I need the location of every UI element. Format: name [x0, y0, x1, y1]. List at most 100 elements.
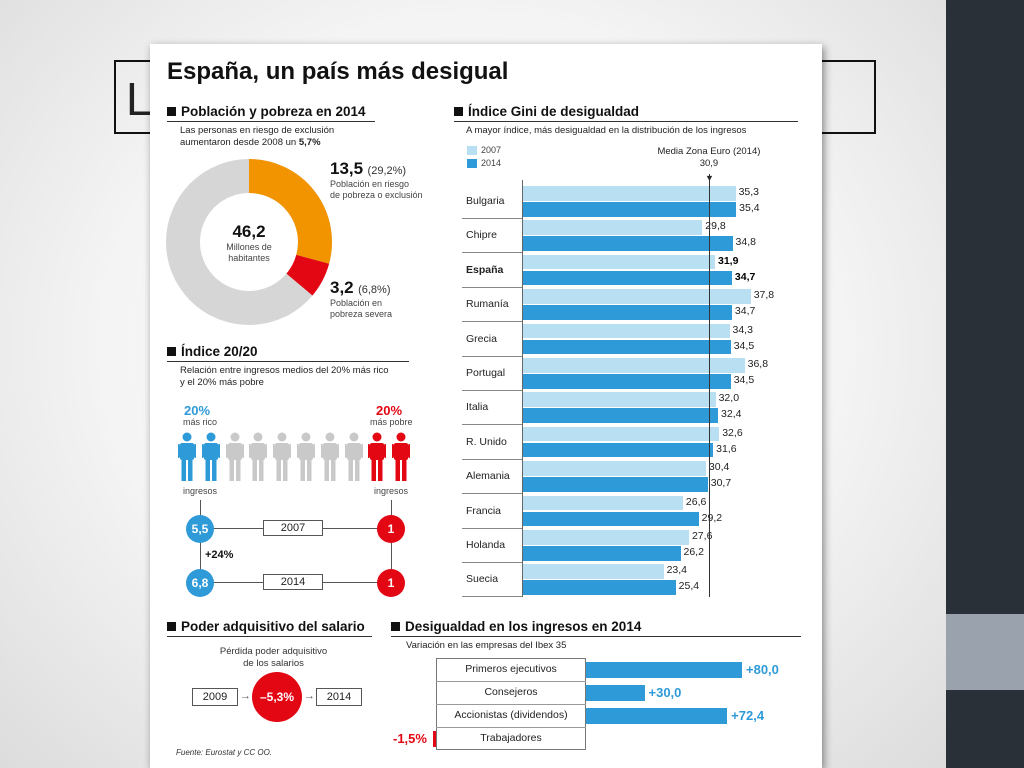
gini-value-label: 32,0 [718, 392, 740, 405]
gini-category-label: R. Unido [466, 435, 507, 448]
gini-bar-2014 [522, 442, 714, 458]
gini-category-label: España [466, 263, 504, 276]
poblacion-heading-rule [167, 121, 375, 122]
ingresos-bar [586, 685, 645, 701]
rich-pct: 20% [184, 403, 211, 418]
ingresos-subtitle: Variación en las empresas del Ibex 35 [406, 640, 567, 651]
poder-year-to: 2014 [316, 688, 362, 706]
source-note: Fuente: Eurostat y CC OO. [176, 748, 273, 757]
year-2007-pill: 2007 [263, 520, 323, 536]
severe-label-1: Población en [330, 298, 383, 308]
ingresos-category-label: Consejeros [484, 686, 538, 698]
gini-value-label: 29,8 [705, 220, 726, 233]
legend-2014-swatch [467, 159, 477, 168]
gini-bar-2007 [522, 254, 715, 270]
severe-pct: (6,8%) [358, 284, 391, 296]
risk-label-1: Población en riesgo [330, 179, 410, 189]
person-icon [249, 432, 268, 481]
risk-value: 13,5 [330, 159, 364, 178]
connector [391, 540, 392, 570]
gini-value-label: 26,6 [685, 495, 707, 508]
poder-label: Pérdida poder adquisitivo de los salario… [219, 646, 328, 669]
gini-row-separator [462, 561, 522, 563]
gini-row-separator [462, 493, 522, 495]
ingresos-row-separator [436, 681, 586, 682]
rich-2007-circle: 5,5 [186, 515, 214, 543]
person-icon [320, 432, 339, 481]
people-row [178, 432, 418, 484]
gini-bar-2014 [522, 477, 708, 492]
ingresos-category-label: Accionistas (dividendos) [454, 709, 568, 721]
gini-bar-2007 [522, 358, 745, 373]
risk-label-2: de pobreza o exclusión [330, 190, 423, 200]
ingresos-bar [586, 708, 728, 724]
gini-category-label: Francia [466, 504, 502, 517]
poor-2007-circle: 1 [377, 515, 405, 543]
gini-chart: Bulgaria 35,3 35,4 Chipre 29,8 34,8 España 31,9… [454, 174, 814, 604]
gini-row-separator [462, 321, 522, 323]
gini-row-separator [462, 596, 522, 598]
gini-value-label: 34,5 [733, 339, 755, 352]
gini-bar-2014 [522, 339, 731, 355]
ingresos-row-separator [436, 727, 586, 728]
gini-bar-2014 [522, 270, 732, 286]
person-icon [297, 432, 315, 481]
gini-row-separator [462, 252, 522, 254]
slide-side-bar-accent [946, 614, 1024, 690]
gini-row-separator [462, 424, 522, 426]
person-icon [392, 432, 411, 481]
ingresos-bar [586, 662, 742, 678]
gini-value-label: 30,4 [708, 461, 730, 474]
donut-severe-segment [286, 254, 330, 296]
ingresos-heading-rule [391, 636, 801, 637]
gini-category-label: Holanda [466, 539, 506, 551]
poder-value-circle: –5,3% [252, 672, 302, 722]
poor-pct: 20% [376, 403, 403, 418]
connector [391, 500, 392, 518]
indice2020-heading: Índice 20/20 [167, 344, 258, 359]
gini-value-label: 36,8 [747, 358, 769, 370]
indice2020-change: +24% [205, 549, 234, 561]
gini-category-label: Rumanía [466, 298, 509, 311]
gini-value-label: 23,4 [666, 564, 687, 577]
person-icon [368, 432, 387, 481]
gini-row-separator [462, 458, 522, 460]
indice2020-subtitle: Relación entre ingresos medios del 20% m… [180, 365, 389, 388]
connector [200, 500, 201, 518]
gini-value-label: 35,3 [738, 186, 759, 198]
gini-axis [522, 180, 523, 597]
gini-bar-2014 [522, 580, 676, 595]
risk-annotation: 13,5 (29,2%) Población en riesgo de pobr… [330, 159, 423, 201]
arrow-right-icon: → [304, 690, 315, 702]
gini-value-label: 27,6 [691, 530, 713, 542]
gini-heading-rule [454, 121, 798, 122]
gini-bar-2007 [522, 461, 706, 476]
gini-value-label: 32,4 [721, 408, 742, 421]
gini-value-label: 34,8 [735, 236, 756, 249]
ingresos-value-label: -1,5% [393, 731, 427, 746]
gini-value-label: 29,2 [701, 511, 723, 524]
infographic-title: España, un país más desigual [167, 58, 509, 85]
donut-center-label-2: habitantes [228, 253, 270, 263]
gini-category-label: Bulgaria [466, 195, 505, 207]
poblacion-subtitle: Las personas en riesgo de exclusión aume… [180, 125, 335, 148]
gini-value-label: 26,2 [683, 546, 704, 558]
gini-bar-2007 [522, 495, 683, 511]
gini-value-label: 30,7 [710, 477, 732, 490]
gini-bar-2007 [522, 186, 736, 201]
donut-center-label-1: Millones de [226, 242, 272, 252]
severe-annotation: 3,2 (6,8%) Población en pobreza severa [330, 278, 392, 320]
person-icon [225, 432, 244, 481]
gini-value-label: 34,7 [734, 270, 756, 283]
connector [200, 540, 201, 570]
gini-bar-2007 [522, 392, 716, 407]
rich-label: más rico [183, 417, 218, 427]
risk-pct: (29,2%) [367, 165, 407, 177]
gini-bar-2014 [522, 546, 681, 561]
ingresos-value-label: +80,0 [746, 662, 779, 677]
gini-subtitle: A mayor índice, más desigualdad en la di… [466, 125, 747, 136]
gini-value-label: 34,5 [733, 374, 755, 386]
rich-2014-circle: 6,8 [186, 569, 214, 597]
gini-value-label: 37,8 [753, 289, 775, 302]
gini-value-label: 31,9 [717, 254, 739, 267]
